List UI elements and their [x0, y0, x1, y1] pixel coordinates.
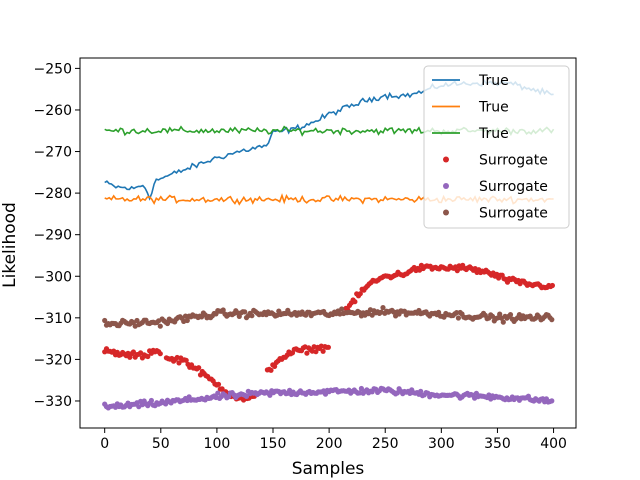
x-tick-label: 200	[316, 436, 343, 452]
legend-label: Surrogate	[479, 153, 548, 169]
x-tick-label: 300	[428, 436, 455, 452]
scatter-point	[157, 351, 163, 357]
series-5	[102, 385, 555, 411]
scatter-point	[145, 353, 151, 360]
scatter-point	[148, 397, 154, 404]
scatter-point	[184, 317, 190, 324]
x-tick-label: 350	[484, 436, 511, 452]
scatter-point	[380, 305, 386, 311]
scatter-point	[196, 365, 202, 371]
scatter-point	[220, 307, 226, 313]
legend-label: Surrogate	[479, 206, 548, 222]
x-tick-label: 50	[152, 436, 170, 452]
scatter-point	[183, 357, 189, 363]
y-tick-label: −330	[34, 394, 72, 410]
scatter-point	[549, 282, 556, 289]
scatter-point	[272, 363, 278, 369]
scatter-point	[352, 299, 358, 305]
scatter-point	[507, 312, 514, 318]
scatter-point	[549, 398, 555, 404]
legend-point-marker	[443, 209, 449, 216]
scatter-point	[497, 311, 503, 317]
x-tick-label: 400	[540, 436, 567, 452]
x-axis-label: Samples	[292, 459, 365, 479]
axes: 0 50 100 150 200 250 300 350 400 −330 −320 −310 −300…	[34, 57, 577, 452]
scatter-point	[164, 320, 171, 327]
scatter-point	[268, 367, 274, 373]
axes-frame	[79, 57, 577, 429]
scatter-point	[176, 360, 182, 366]
y-tick-label: −270	[34, 145, 72, 161]
plot-area	[102, 78, 556, 411]
legend-point-marker	[443, 156, 449, 163]
legend-box	[423, 65, 570, 229]
y-tick-label: −290	[34, 228, 72, 244]
y-tick-label: −250	[34, 61, 72, 77]
scatter-point	[313, 349, 319, 355]
scatter-point	[455, 315, 461, 321]
y-tick-label: −260	[34, 103, 72, 119]
scatter-point	[215, 381, 222, 387]
x-tick-label: 250	[372, 436, 399, 452]
scatter-point	[130, 349, 136, 355]
x-tick-label: 100	[204, 436, 231, 452]
legend: True True True Surrogate Surrogate Surrogate	[423, 65, 570, 229]
y-tick-label: −300	[34, 269, 72, 285]
scatter-point	[357, 291, 363, 297]
series-6	[102, 305, 555, 329]
scatter-point	[249, 313, 255, 319]
scatter-point	[418, 388, 424, 394]
scatter-point	[339, 306, 345, 312]
y-tick-label: −280	[34, 186, 72, 202]
scatter-point	[500, 319, 506, 325]
scatter-point	[304, 350, 310, 356]
scatter-point	[325, 344, 331, 350]
y-tick-label: −310	[34, 311, 72, 327]
scatter-point	[134, 317, 140, 324]
scatter-point	[358, 385, 364, 392]
scatter-point	[242, 309, 248, 315]
scatter-point	[243, 393, 250, 399]
scatter-point	[549, 317, 555, 323]
legend-label: True	[478, 100, 509, 116]
y-tick-label: −320	[34, 352, 72, 368]
scatter-point	[267, 392, 273, 398]
scatter-point	[182, 313, 189, 319]
legend-label: True	[478, 73, 509, 89]
legend-point-marker	[443, 183, 449, 189]
legend-label: Surrogate	[479, 179, 548, 195]
scatter-point	[157, 323, 163, 329]
x-tick-label: 150	[260, 436, 287, 452]
scatter-point	[102, 317, 108, 324]
legend-label: True	[478, 126, 509, 142]
y-axis-label: Likelihood	[0, 202, 20, 288]
scatter-point	[215, 390, 221, 396]
scatter-point	[320, 348, 326, 354]
x-tick-label: 0	[100, 436, 109, 452]
